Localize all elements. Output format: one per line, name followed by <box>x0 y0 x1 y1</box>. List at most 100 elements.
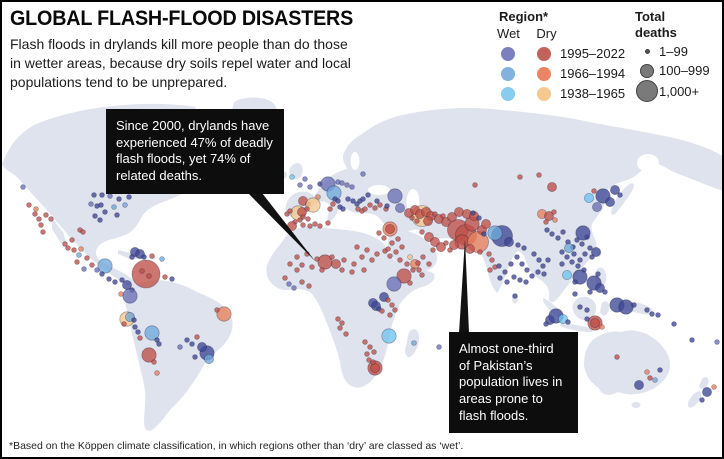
event-dot <box>385 297 391 303</box>
event-dot <box>602 289 608 295</box>
event-dot <box>300 214 306 220</box>
event-dot <box>131 317 137 323</box>
event-dot <box>470 210 476 216</box>
wet-swatch-icon <box>501 86 515 101</box>
event-dot <box>571 251 577 257</box>
event-dot <box>286 281 292 287</box>
event-dot <box>587 245 593 251</box>
event-dot <box>299 279 305 285</box>
event-dot <box>702 386 713 397</box>
event-dot <box>432 211 438 217</box>
event-dot <box>396 268 412 284</box>
event-dot <box>351 261 357 267</box>
event-dot <box>711 384 717 390</box>
event-dot <box>540 263 546 269</box>
event-dot <box>297 182 303 188</box>
page-title: GLOBAL FLASH-FLOOD DISASTERS <box>10 7 354 30</box>
event-dot <box>141 347 157 363</box>
event-dot <box>122 202 128 208</box>
event-dot <box>519 261 525 267</box>
event-dot <box>379 308 385 314</box>
event-dot <box>65 245 71 251</box>
event-dot <box>194 334 200 340</box>
event-dot <box>657 367 663 373</box>
event-dot <box>440 213 446 219</box>
event-dot <box>618 299 634 315</box>
small-dot-icon <box>635 49 659 55</box>
event-dot <box>282 275 288 281</box>
event-dot <box>99 192 105 198</box>
event-dot <box>339 320 345 326</box>
header: GLOBAL FLASH-FLOOD DISASTERS Flash flood… <box>10 7 375 91</box>
event-dot <box>436 344 442 350</box>
dry-swatch-icon <box>537 66 551 81</box>
event-dot <box>384 203 390 209</box>
callout-drylands-stat: Since 2000, drylands have experienced 47… <box>106 109 284 194</box>
event-dot <box>562 269 573 280</box>
event-dot <box>631 302 637 308</box>
event-dot <box>369 257 375 263</box>
event-dot <box>287 208 293 214</box>
event-dot <box>572 279 578 285</box>
event-dot <box>297 217 303 223</box>
event-dot <box>294 254 300 260</box>
event-dot <box>477 249 483 255</box>
event-dot <box>515 242 521 248</box>
event-dot <box>354 244 360 250</box>
event-dot <box>652 377 658 383</box>
event-dot <box>394 202 405 213</box>
event-dot <box>337 325 343 331</box>
event-dot <box>121 321 127 327</box>
legend-region: Region* Wet Dry 1995–2022 1966–1994 1938… <box>496 9 625 101</box>
deaths-row-small: 1–99 <box>635 44 710 59</box>
event-dot <box>595 282 606 293</box>
subtitle: Flash floods in drylands kill more peopl… <box>10 36 351 90</box>
event-dot <box>343 331 349 337</box>
event-dot <box>305 216 311 222</box>
event-dot <box>574 237 580 243</box>
event-dot <box>122 288 138 304</box>
event-dot <box>644 307 650 313</box>
legend-region-title: Region* <box>499 9 549 24</box>
event-dot <box>92 213 98 219</box>
event-dot <box>94 267 100 273</box>
event-dot <box>84 255 90 261</box>
event-dot <box>404 261 410 267</box>
event-dot <box>584 316 590 322</box>
event-dot <box>575 263 581 269</box>
event-dot <box>349 184 355 190</box>
event-dot <box>426 261 432 267</box>
event-dot <box>369 362 380 373</box>
event-dot <box>361 267 367 273</box>
event-dot <box>184 337 190 343</box>
event-dot <box>512 293 518 299</box>
event-dot <box>111 204 117 210</box>
event-dot <box>306 283 312 289</box>
event-dot <box>114 212 120 218</box>
event-dot <box>649 311 655 317</box>
event-dot <box>419 272 425 278</box>
event-dot <box>89 262 95 268</box>
event-dot <box>443 240 449 246</box>
event-dot <box>309 264 315 270</box>
event-dot <box>395 236 401 242</box>
deaths-label: 1–99 <box>659 44 688 60</box>
event-dot <box>480 218 491 229</box>
legend-row-label: 1938–1965 <box>560 86 626 101</box>
event-dot <box>655 312 661 318</box>
event-dot <box>544 227 550 233</box>
event-dot <box>374 198 380 204</box>
event-dot <box>106 276 112 282</box>
event-dot <box>287 261 293 267</box>
event-dot <box>98 202 104 208</box>
event-dot <box>387 253 393 259</box>
event-dot <box>144 325 160 341</box>
event-dot <box>376 230 382 236</box>
event-dot <box>102 209 108 215</box>
event-dot <box>300 222 306 228</box>
event-dot <box>389 302 395 308</box>
event-dot <box>572 291 578 297</box>
event-dot <box>216 306 232 322</box>
footnote: *Based on the Köppen climate classificat… <box>9 440 464 452</box>
